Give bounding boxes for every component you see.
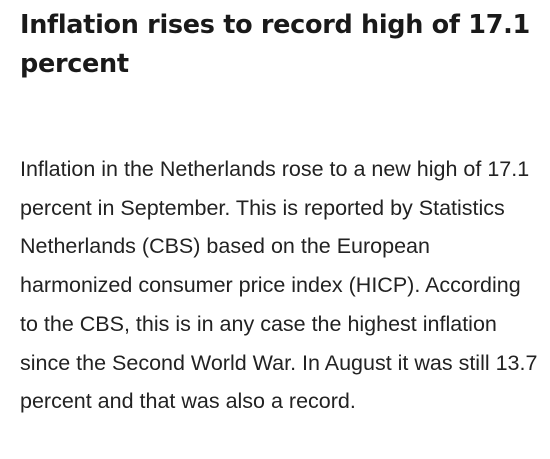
article-body: Inflation in the Netherlands rose to a n… bbox=[20, 157, 538, 414]
article-headline: Inflation rises to record high of 17.1 p… bbox=[20, 10, 530, 79]
article: Inflation rises to record high of 17.1 p… bbox=[20, 0, 542, 421]
